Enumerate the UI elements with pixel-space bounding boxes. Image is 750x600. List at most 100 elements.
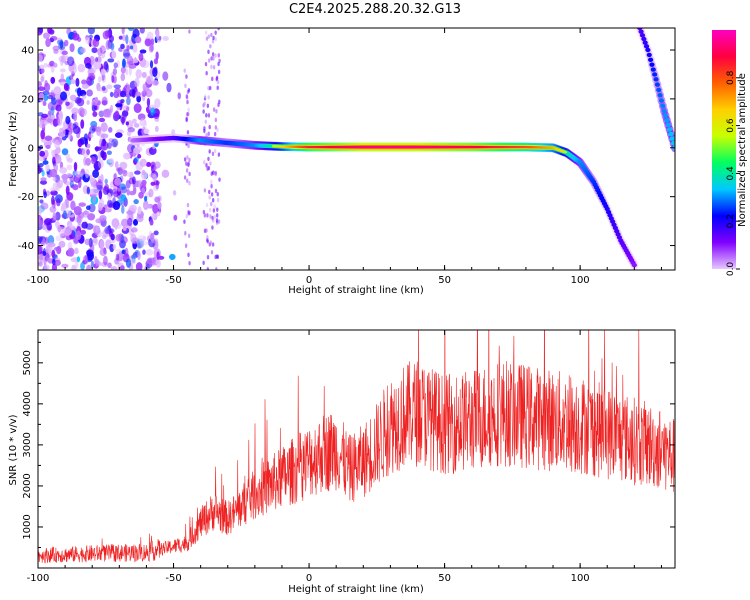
- noise-speck: [101, 85, 106, 91]
- noise-speck: [96, 184, 103, 190]
- noise-speck: [216, 207, 219, 212]
- noise-speck: [46, 118, 53, 123]
- noise-speck: [152, 203, 159, 214]
- noise-speck: [141, 71, 147, 79]
- noise-speck: [119, 161, 128, 170]
- noise-speck: [56, 116, 60, 126]
- noise-speck: [186, 155, 189, 160]
- snr-ylabel: SNR (10 * v/v): [8, 414, 19, 485]
- noise-speck: [128, 66, 132, 76]
- noise-speck: [187, 233, 191, 239]
- noise-speck: [127, 217, 133, 227]
- noise-speck: [40, 180, 47, 185]
- noise-speck: [135, 69, 142, 79]
- noise-speck: [105, 208, 112, 213]
- noise-speck: [58, 240, 66, 248]
- noise-speck: [98, 203, 105, 208]
- noise-speck: [86, 100, 90, 105]
- noise-speck: [186, 112, 189, 117]
- noise-speck: [107, 199, 113, 208]
- noise-speck: [125, 34, 129, 45]
- y-tick-label: 5000: [22, 350, 33, 375]
- noise-speck: [148, 44, 154, 53]
- noise-speck: [137, 206, 142, 215]
- noise-speck: [208, 207, 212, 213]
- noise-speck: [42, 160, 49, 165]
- noise-speck: [142, 241, 149, 246]
- noise-speck: [211, 151, 215, 157]
- noise-speck: [101, 47, 107, 52]
- aliased-track-point: [657, 93, 663, 98]
- noise-speck: [100, 133, 109, 139]
- snr-y-ticks: 1000 2000 3000 4000 5000: [22, 341, 675, 548]
- noise-speck: [216, 79, 220, 85]
- noise-speck: [207, 49, 210, 55]
- noise-speck: [81, 79, 87, 85]
- noise-speck: [39, 150, 46, 157]
- noise-speck: [80, 229, 87, 235]
- y-tick-label: 3000: [22, 432, 33, 457]
- noise-speck: [45, 163, 50, 172]
- snr-x-ticks: -100 -50 0 50 100: [27, 330, 662, 584]
- noise-speck: [44, 135, 53, 141]
- noise-speck: [38, 28, 44, 34]
- colorbar-label: Normalized spectral amplitude: [737, 73, 748, 227]
- noise-speck: [124, 247, 129, 258]
- x-tick-label: 0: [306, 573, 312, 584]
- aliased-track-point: [666, 127, 673, 132]
- noise-speck: [126, 55, 134, 66]
- noise-speck: [106, 84, 113, 90]
- noise-speck: [96, 126, 102, 133]
- noise-speck: [210, 192, 214, 197]
- noise-speck: [52, 176, 57, 182]
- noise-speck: [57, 116, 63, 126]
- snr-panel: -100 -50 0 50 100 1000 2000 3000 4000 5000 Heigh…: [8, 329, 676, 595]
- noise-speck: [115, 248, 122, 254]
- y-tick-label: 40: [21, 46, 34, 57]
- aliased-track-point: [653, 77, 659, 82]
- noise-speck: [188, 29, 191, 34]
- noise-speck: [112, 68, 118, 76]
- noise-speck: [133, 147, 140, 154]
- noise-speck: [114, 161, 119, 169]
- noise-speck: [97, 56, 102, 64]
- noise-speck: [210, 56, 213, 61]
- noise-speck: [38, 86, 46, 92]
- noise-speck: [92, 237, 98, 243]
- noise-speck: [66, 173, 72, 178]
- noise-speck: [78, 202, 87, 207]
- aliased-track-point: [662, 113, 669, 118]
- noise-speck: [122, 224, 127, 232]
- noise-speck: [61, 148, 69, 156]
- spectrogram-panel: -100 -50 0 50 100 -40 -20 0 20 40 Height of stra…: [8, 27, 676, 296]
- noise-speck: [45, 144, 51, 149]
- noise-speck: [51, 204, 55, 210]
- noise-speck: [104, 178, 108, 185]
- noise-speck: [81, 83, 89, 89]
- noise-speck: [183, 175, 187, 180]
- noise-speck: [211, 198, 215, 203]
- noise-speck: [50, 76, 56, 84]
- noise-speck: [103, 255, 108, 266]
- noise-speck: [91, 47, 98, 54]
- noise-speck: [94, 146, 102, 151]
- noise-speck: [217, 152, 221, 157]
- noise-speck: [66, 220, 73, 229]
- noise-speck: [126, 45, 131, 51]
- noise-speck: [208, 195, 211, 200]
- spectrogram-x-ticks: -100 -50 0 50 100: [27, 28, 662, 286]
- noise-speck: [143, 204, 151, 209]
- noise-speck: [146, 76, 151, 84]
- noise-speck: [88, 203, 96, 213]
- noise-speck: [39, 199, 44, 204]
- noise-speck: [205, 228, 208, 233]
- noise-speck: [209, 214, 212, 219]
- spectrogram-frame: [37, 27, 676, 271]
- noise-speck: [58, 127, 66, 138]
- noise-speck: [212, 35, 215, 41]
- colorbar: 0.0 0.2 0.4 0.6 0.8 Normalized spectral ampl…: [712, 30, 748, 276]
- noise-speck: [134, 77, 140, 88]
- noise-speck: [203, 160, 206, 165]
- noise-speck: [214, 188, 218, 194]
- noise-speck: [214, 36, 217, 42]
